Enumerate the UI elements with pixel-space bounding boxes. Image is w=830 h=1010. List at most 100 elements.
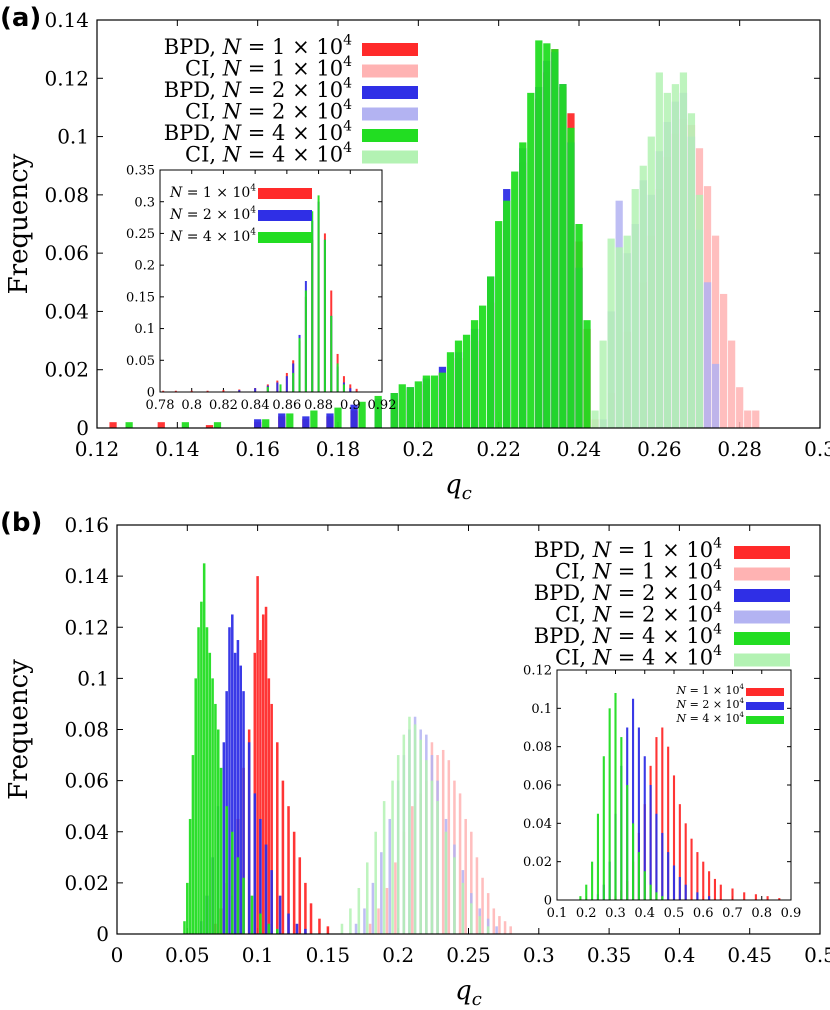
bar [470, 320, 479, 428]
x-axis-label: qc [455, 976, 482, 1010]
x-tick-label: 0.88 [304, 398, 333, 413]
bar [444, 831, 448, 934]
bar [382, 801, 386, 934]
bar [631, 823, 635, 900]
bar [696, 852, 699, 900]
x-tick-label: 0.7 [722, 906, 743, 921]
bar [478, 305, 487, 428]
bar [262, 419, 270, 428]
legend-swatch [734, 653, 790, 667]
bar [374, 395, 382, 428]
x-tick-label: 0.3 [605, 906, 626, 921]
y-tick-label: 0.12 [64, 615, 109, 639]
bar [266, 386, 269, 392]
bar [679, 72, 688, 428]
legend-swatch [362, 129, 418, 142]
y-tick-label: 0 [544, 894, 552, 909]
bar [672, 775, 676, 900]
bar [228, 627, 231, 934]
bar [267, 678, 271, 934]
y-tick-label: 0.04 [64, 820, 109, 844]
bar [287, 913, 290, 934]
bar [458, 793, 462, 934]
bar [330, 315, 333, 392]
bar [503, 200, 511, 428]
bar [441, 749, 445, 934]
bar [270, 870, 273, 934]
bar [778, 898, 781, 900]
bar [259, 913, 262, 934]
bar [354, 923, 358, 934]
bar [214, 703, 217, 934]
y-tick-label: 0.14 [44, 8, 89, 32]
bar [292, 831, 296, 934]
bar [357, 887, 361, 934]
bar [752, 410, 760, 428]
bar [422, 375, 430, 428]
bar [380, 852, 383, 934]
bar [202, 563, 206, 934]
bar [355, 388, 358, 392]
bar [719, 884, 722, 900]
legend-swatch [734, 632, 790, 645]
bar [623, 235, 631, 428]
legend-swatch [746, 702, 784, 710]
inset-plot: 0.1 0.2 0.3 0.4 0.5 0.6 0.7 0.8 0.9 0 0.02 0.04 0.06… [523, 664, 801, 921]
bar [174, 390, 177, 392]
y-tick-label: 0.1 [77, 666, 109, 690]
bar [647, 136, 655, 429]
bar [559, 84, 567, 428]
panel-label: (b) [0, 508, 42, 538]
bar [511, 171, 519, 429]
bar [667, 746, 670, 900]
y-axis-label: Frequency [4, 659, 34, 800]
bar [279, 384, 282, 392]
bar [438, 372, 447, 428]
legend-label: N = 4 × 104 [169, 228, 256, 245]
inset-plot: 0.78 0.8 0.82 0.84 0.86 0.88 0.9 0.92 0 0.05 0.1 0.… [126, 164, 396, 413]
x-tick-label: 0.05 [165, 943, 210, 967]
bar [661, 832, 664, 900]
legend-label: CI, N = 2 × 104 [555, 600, 722, 626]
y-tick-label: 0.04 [44, 299, 89, 323]
bar [309, 903, 313, 934]
bar [190, 390, 193, 392]
bar [211, 678, 214, 934]
y-tick-label: 0.1 [57, 125, 89, 149]
bar [391, 780, 394, 934]
bar [671, 84, 680, 428]
x-tick-label: 0.2 [402, 437, 434, 461]
bar [503, 921, 507, 934]
legend-label: N = 4 × 104 [675, 711, 744, 725]
bar [481, 877, 484, 934]
bar [655, 813, 658, 900]
bar [567, 127, 575, 428]
y-tick-label: 0.02 [44, 358, 89, 382]
bar [637, 727, 640, 900]
panel-label: (a) [0, 3, 41, 33]
legend-label: BPD, N = 1 × 104 [534, 536, 722, 562]
bar [719, 293, 728, 428]
bar [591, 861, 594, 900]
bar [585, 884, 588, 900]
x-tick-label: 0.78 [146, 398, 175, 413]
bar [377, 908, 380, 934]
y-tick-label: 0.08 [523, 740, 552, 755]
bar [205, 627, 209, 934]
x-tick-label: 0.9 [340, 398, 361, 413]
bar [213, 422, 222, 428]
bar [239, 665, 242, 934]
legend-swatch [258, 188, 312, 199]
legend-swatch [734, 567, 790, 581]
x-tick-label: 0.18 [316, 437, 361, 461]
bar [334, 407, 342, 428]
x-tick-label: 0.8 [751, 906, 772, 921]
bar [242, 877, 245, 934]
bar [310, 410, 318, 428]
y-tick-label: 0.25 [126, 227, 155, 242]
bar [219, 767, 223, 934]
bar [326, 413, 334, 428]
plot-frame [96, 19, 821, 429]
bar [318, 918, 321, 934]
bar [267, 923, 271, 934]
